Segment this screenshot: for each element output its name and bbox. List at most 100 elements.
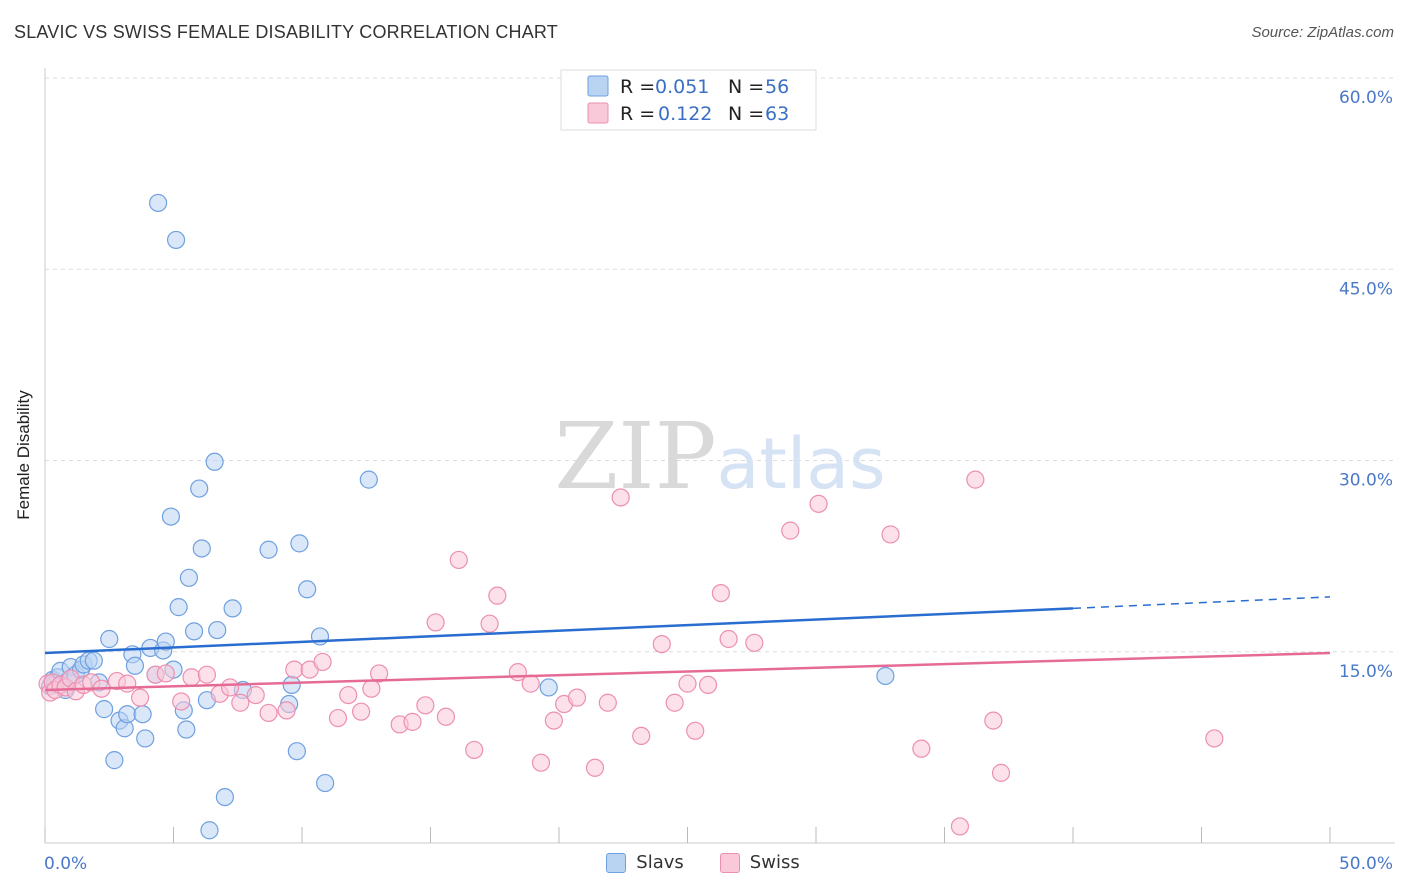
source-label: Source: ZipAtlas.com	[1251, 24, 1394, 41]
point-swiss-17	[182, 668, 201, 687]
point-swiss-40	[480, 614, 499, 633]
point-swiss-25	[285, 660, 304, 679]
point-slavs-12	[84, 651, 103, 670]
point-slavs-19	[118, 705, 137, 724]
x-tick-label-min: 0.0%	[44, 854, 87, 874]
point-swiss-27	[313, 652, 332, 672]
legend-item-swiss: Swiss	[719, 852, 800, 873]
point-slavs-48	[282, 675, 301, 695]
point-swiss-13	[130, 688, 150, 707]
point-slavs-44	[223, 599, 242, 618]
legend-r-label-slavs: R =	[620, 76, 655, 98]
trend-lines	[44, 596, 1331, 692]
data-points	[38, 193, 1224, 840]
point-swiss-51	[632, 726, 651, 746]
point-swiss-65	[966, 470, 985, 489]
point-swiss-53	[665, 693, 684, 712]
point-swiss-12	[118, 674, 137, 693]
point-slavs-50	[290, 534, 309, 553]
point-slavs-56	[876, 666, 895, 686]
legend-label-slavs: Slavs	[636, 852, 684, 873]
point-slavs-16	[105, 751, 124, 770]
point-swiss-64	[950, 817, 970, 836]
point-swiss-31	[362, 679, 381, 698]
point-slavs-23	[136, 729, 155, 748]
legend-swatch-slavs	[587, 75, 609, 97]
point-slavs-43	[215, 787, 234, 807]
point-swiss-67	[991, 763, 1011, 782]
y-tick-label-30: 30.0%	[1339, 471, 1393, 491]
point-slavs-53	[316, 773, 335, 793]
point-slavs-46	[259, 540, 278, 559]
point-swiss-30	[352, 702, 371, 721]
point-slavs-42	[208, 620, 227, 640]
axes	[44, 68, 1395, 844]
point-swiss-50	[611, 488, 630, 507]
x-tick-label-max: 50.0%	[1339, 854, 1393, 874]
point-swiss-23	[259, 703, 278, 723]
trend-line-swiss	[44, 651, 1331, 692]
legend-r-value-swiss: 0.122	[658, 103, 712, 125]
legend-n-label-slavs: N =	[728, 76, 764, 98]
point-swiss-68	[1205, 729, 1224, 748]
point-swiss-63	[912, 739, 931, 758]
point-swiss-37	[436, 707, 456, 726]
point-swiss-39	[465, 740, 484, 760]
point-slavs-28	[156, 632, 175, 651]
point-slavs-22	[133, 705, 152, 724]
point-slavs-29	[161, 507, 181, 526]
tick-labels: 15.0% 30.0% 45.0% 60.0% 0.0% 50.0%	[44, 88, 1393, 874]
point-slavs-51	[298, 580, 317, 599]
legend-swatch-swiss	[587, 102, 609, 124]
legend-swatch-slavs-bottom	[606, 852, 627, 873]
point-swiss-16	[172, 692, 191, 711]
point-swiss-28	[328, 708, 348, 728]
watermark-zip: ZIP	[554, 403, 716, 510]
point-slavs-38	[192, 539, 211, 558]
point-swiss-32	[370, 664, 389, 683]
point-slavs-15	[100, 629, 119, 649]
legend-n-value-swiss: 63	[765, 103, 789, 125]
legend-r-value-slavs: 0.051	[655, 76, 709, 98]
point-swiss-36	[426, 613, 445, 632]
point-slavs-41	[205, 452, 224, 471]
legend-n-label-swiss: N =	[728, 103, 764, 125]
y-tick-label-45: 45.0%	[1339, 279, 1393, 299]
point-swiss-57	[711, 583, 731, 603]
point-swiss-24	[277, 701, 296, 720]
trend-line-slavs-extension	[1072, 596, 1331, 610]
point-swiss-44	[531, 753, 551, 772]
point-swiss-34	[403, 712, 422, 731]
point-swiss-35	[416, 696, 435, 715]
point-swiss-45	[544, 711, 563, 730]
stats-legend: R = 0.051 N = 56 R = 0.122 N = 63	[560, 69, 817, 131]
point-swiss-52	[652, 634, 671, 654]
chart-title: SLAVIC VS SWISS FEMALE DISABILITY CORREL…	[14, 22, 558, 42]
y-tick-label-15: 15.0%	[1339, 662, 1393, 682]
point-swiss-59	[745, 633, 764, 652]
point-swiss-56	[698, 675, 718, 695]
y-tick-label-60: 60.0%	[1339, 88, 1393, 108]
point-slavs-34	[177, 720, 196, 739]
point-slavs-37	[190, 479, 209, 498]
point-swiss-58	[719, 629, 738, 649]
point-slavs-31	[166, 230, 186, 250]
point-swiss-60	[781, 521, 800, 540]
point-swiss-18	[197, 665, 217, 684]
point-slavs-21	[125, 656, 145, 675]
point-swiss-48	[585, 758, 605, 777]
point-swiss-41	[488, 586, 507, 605]
grid-lines	[45, 77, 1395, 653]
point-swiss-15	[156, 664, 175, 683]
legend-label-swiss: Swiss	[749, 852, 800, 873]
point-swiss-61	[809, 494, 828, 513]
legend-item-slavs: Slavs	[606, 852, 684, 873]
point-swiss-43	[521, 674, 540, 693]
point-slavs-35	[179, 568, 199, 587]
legend-r-label-swiss: R =	[620, 103, 655, 125]
point-swiss-20	[220, 678, 240, 697]
point-slavs-32	[169, 598, 188, 617]
point-swiss-47	[567, 688, 587, 707]
point-slavs-54	[359, 470, 378, 489]
